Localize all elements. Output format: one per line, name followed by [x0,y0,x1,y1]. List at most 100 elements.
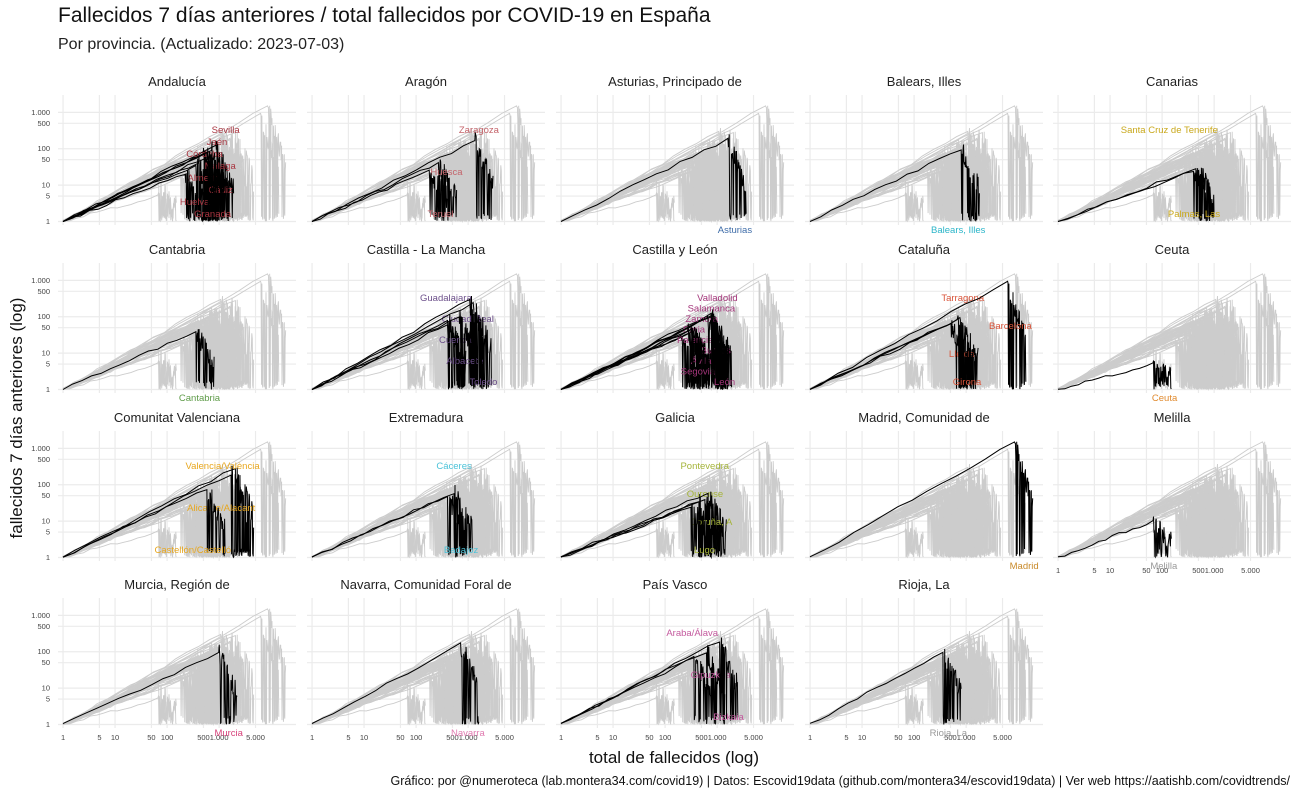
x-tick-label: 1.000 [459,733,478,742]
x-tick-label: 5 [346,733,350,742]
x-tick-label: 50 [645,733,653,742]
facet-panel: País Vasco 1 5 10 50 100 500 1.000 5.000 Araba/Ál… [556,577,794,742]
background-line [311,516,426,559]
background-line [62,648,215,725]
background-line [560,131,753,222]
series-line [1057,167,1215,222]
series-line [62,489,226,558]
series-label: Araba/Álava [666,628,718,639]
gridlines [307,263,545,393]
y-tick-label: 1 [46,217,50,226]
series-line [560,312,730,390]
facet-title: Madrid, Comunidad de [858,410,990,425]
background-line [560,180,675,223]
background-line [560,145,713,222]
series-label: Jaén [207,137,228,148]
background-line [311,441,536,558]
facet-title: Balears, Illes [887,74,962,89]
background-line [560,299,753,390]
background-line [809,145,962,222]
y-tick-label: 10 [42,181,50,190]
background-line [809,273,1034,390]
x-tick-label: 5.000 [1241,566,1260,575]
background-line [560,634,753,725]
x-tick-label: 100 [659,733,672,742]
series-label: Cuenca [439,335,472,346]
facet-title: Canarias [1146,74,1199,89]
series-label: Alicante/Alacant [187,503,255,514]
background-line [62,302,241,390]
highlight-series: Cáceres Badajoz [311,461,478,558]
background-line [560,467,753,558]
series-label: Barcelona [989,321,1032,332]
x-tick-label: 50 [396,733,404,742]
background-line [1057,348,1172,391]
series-line [809,320,969,390]
highlight-series: Cantabria [62,329,221,404]
background-line [311,105,536,222]
series-line [62,147,226,222]
highlight-series: Asturias [560,134,752,236]
series-label: Ceuta [1152,393,1178,404]
facet-title: Asturias, Principado de [608,74,742,89]
y-tick-label: 1 [46,553,50,562]
x-tick-label: 5.000 [744,733,763,742]
x-tick-label: 500 [944,733,957,742]
series-line [809,315,976,390]
background-line [311,180,426,223]
series-label: Murcia [214,728,243,739]
facet-title: Cantabria [149,242,206,257]
x-tick-label: 10 [858,733,866,742]
gridlines [805,263,1043,393]
background-line [560,683,675,726]
x-tick-label: 5.000 [495,733,514,742]
facet-panel: Ceuta Ceuta [1053,242,1291,404]
background-line [1057,470,1236,558]
x-tick-label: 1 [559,733,563,742]
series-label: Ciudad Real [442,314,494,325]
series-line [311,310,478,390]
background-line [62,134,241,222]
x-tick-label: 500 [1192,566,1205,575]
background-line [1057,313,1210,390]
x-tick-label: 100 [1156,566,1169,575]
y-tick-label: 1.000 [31,611,50,620]
x-tick-label: 100 [908,733,921,742]
background-line [560,348,675,391]
background-line [62,516,177,559]
series-line [560,134,747,222]
highlight-series: Madrid [809,441,1039,572]
facet-title: Melilla [1154,410,1192,425]
background-line [62,105,287,222]
series-label: Córdoba [186,149,223,160]
series-label: Cáceres [436,461,472,472]
background-line [809,608,1034,725]
facet-panel: Comunitat Valenciana 1 5 10 50 100 500 1.000 Val… [31,410,296,562]
facet-panel: Melilla 1 5 10 50 100 500 1.000 5.000 Melilla [1053,410,1291,575]
background-line [809,637,988,725]
facet-title: Cataluña [898,242,951,257]
y-tick-label: 50 [42,155,50,164]
facet-title: Extremadura [389,410,464,425]
background-line [311,608,536,725]
y-tick-label: 1.000 [31,108,50,117]
facet-title: Andalucía [148,74,207,89]
facet-title: Navarra, Comunidad Foral de [340,577,511,592]
y-tick-label: 10 [42,684,50,693]
series-label: Granada [194,209,232,220]
highlight-series: Guadalajara Ciudad Real Cuenca Albacete Tole… [311,293,497,390]
background-line [62,634,255,725]
y-tick-label: 50 [42,323,50,332]
highlight-series: Ceuta [1057,360,1178,404]
x-tick-label: 50 [1142,566,1150,575]
background-line [311,637,490,725]
highlight-series: ValladolidSalamancaZamoraSoriaPalenciaBu… [560,293,738,391]
x-tick-label: 10 [609,733,617,742]
background-line [62,180,177,223]
series-line [560,503,710,558]
background-line [1057,134,1236,222]
